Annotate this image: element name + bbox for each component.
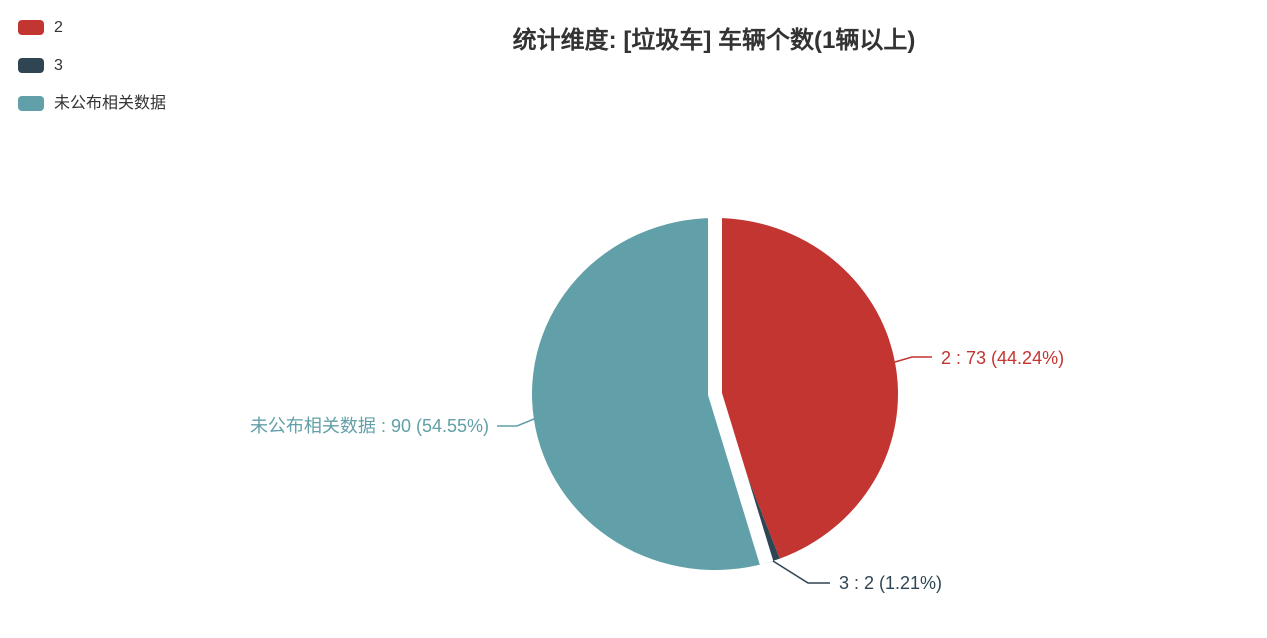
legend-item[interactable]: 3 xyxy=(18,53,166,78)
slice-callout-label: 3 : 2 (1.21%) xyxy=(839,573,942,593)
pie-slice-2[interactable] xyxy=(715,218,899,559)
pie-slice-undisclosed-data[interactable] xyxy=(532,217,767,570)
legend: 2 3 未公布相关数据 xyxy=(18,15,166,116)
legend-item-label: 未公布相关数据 xyxy=(54,94,167,112)
label-leader-line xyxy=(772,560,830,584)
chart-title: 统计维度: [垃圾车] 车辆个数(1辆以上) xyxy=(512,27,916,54)
legend-item-label: 2 xyxy=(54,18,63,36)
label-leader-line xyxy=(497,418,535,427)
slice-callout-label: 2 : 73 (44.24%) xyxy=(941,348,1064,368)
legend-item-label: 3 xyxy=(54,56,63,74)
legend-swatch-icon xyxy=(18,96,44,111)
legend-swatch-icon xyxy=(18,20,44,35)
slice-separator xyxy=(708,218,774,565)
slice-callout-label: 未公布相关数据 : 90 (54.55%) xyxy=(250,416,489,436)
legend-swatch-icon xyxy=(18,58,44,73)
legend-item[interactable]: 未公布相关数据 xyxy=(18,91,166,116)
label-leader-line xyxy=(894,356,932,363)
legend-item[interactable]: 2 xyxy=(18,15,166,40)
